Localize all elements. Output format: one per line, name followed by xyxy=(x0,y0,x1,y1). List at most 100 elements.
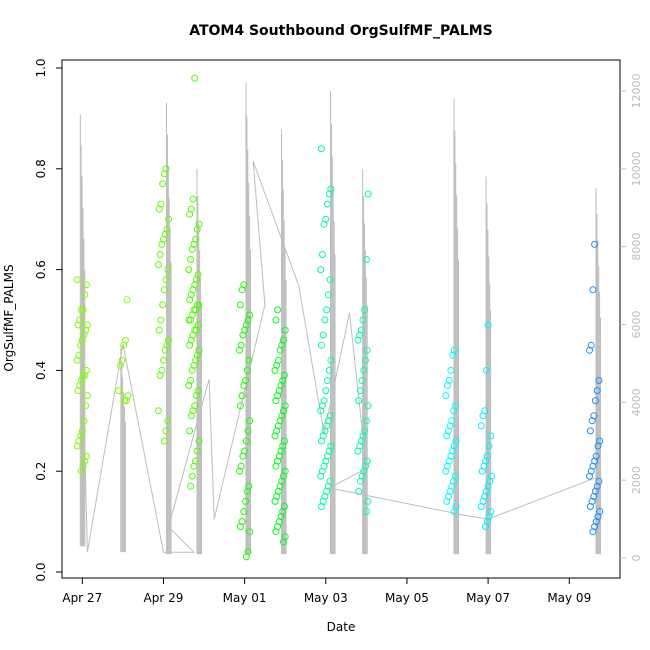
y-tick-label: 0.2 xyxy=(34,462,48,481)
data-point xyxy=(241,326,249,334)
data-point xyxy=(444,462,451,470)
data-point xyxy=(323,306,331,314)
data-point xyxy=(164,417,172,425)
data-point xyxy=(362,417,370,425)
data-point xyxy=(595,477,603,485)
data-point xyxy=(83,281,90,289)
x-tick-label: May 09 xyxy=(547,591,591,605)
data-point xyxy=(272,397,280,405)
data-point xyxy=(595,377,603,384)
data-point xyxy=(281,467,289,475)
data-point xyxy=(447,452,455,460)
y2-tick-label: 12000 xyxy=(630,74,643,109)
data-point xyxy=(360,366,368,374)
data-point xyxy=(160,170,168,178)
data-point xyxy=(279,442,287,450)
data-point xyxy=(193,351,201,359)
data-point xyxy=(242,377,249,384)
y2-tick-label: 2000 xyxy=(630,466,643,494)
data-point xyxy=(187,377,194,384)
data-point xyxy=(73,442,81,450)
data-point xyxy=(274,487,282,495)
data-point xyxy=(154,261,162,269)
data-point xyxy=(157,316,165,324)
data-point xyxy=(83,452,90,460)
data-point xyxy=(278,477,286,485)
data-point xyxy=(186,427,194,435)
data-point xyxy=(160,437,168,445)
data-point xyxy=(450,442,458,450)
data-point xyxy=(237,462,245,470)
data-point xyxy=(279,377,287,384)
data-point xyxy=(242,437,250,445)
data-point xyxy=(357,326,365,334)
data-point xyxy=(485,513,493,521)
x-tick-label: Apr 29 xyxy=(144,591,184,605)
data-point xyxy=(116,361,124,369)
data-point xyxy=(156,371,164,379)
data-point xyxy=(325,190,333,198)
y-tick-label: 0.0 xyxy=(34,562,48,581)
data-point xyxy=(164,266,172,274)
data-point xyxy=(276,417,284,425)
data-point xyxy=(123,296,131,304)
data-point xyxy=(185,266,193,274)
data-point xyxy=(77,341,85,349)
data-point xyxy=(238,392,246,400)
data-point xyxy=(320,462,328,470)
data-point xyxy=(452,503,460,510)
data-point xyxy=(447,366,455,374)
data-point xyxy=(246,311,254,319)
data-point xyxy=(75,437,83,445)
data-point xyxy=(162,165,170,173)
data-point xyxy=(588,417,596,425)
data-point xyxy=(163,341,171,349)
data-point xyxy=(358,377,366,384)
data-point xyxy=(321,492,329,500)
data-point xyxy=(280,538,287,546)
data-point xyxy=(277,513,285,521)
data-point xyxy=(359,316,367,324)
data-point xyxy=(318,251,326,258)
data-point xyxy=(482,366,490,374)
data-point xyxy=(246,417,254,425)
data-point xyxy=(586,346,593,354)
data-point xyxy=(482,487,490,495)
data-point xyxy=(327,185,335,193)
data-point xyxy=(596,437,604,445)
data-point xyxy=(278,412,286,420)
data-point xyxy=(479,412,487,420)
data-point xyxy=(281,326,289,334)
data-point xyxy=(446,487,454,495)
data-point xyxy=(326,477,334,485)
data-point xyxy=(165,336,173,344)
data-point xyxy=(354,336,362,344)
scatter-series xyxy=(73,74,604,561)
y2-tick-label: 10000 xyxy=(630,151,643,186)
data-point xyxy=(356,442,364,450)
data-point xyxy=(188,472,196,480)
data-point xyxy=(161,346,169,354)
data-point xyxy=(158,366,166,374)
data-point xyxy=(589,528,597,536)
data-point xyxy=(324,200,331,208)
data-point xyxy=(321,427,329,435)
data-point xyxy=(163,225,171,233)
data-point xyxy=(73,356,81,364)
data-point xyxy=(592,452,600,460)
data-point xyxy=(486,477,494,485)
y-tick-label: 0.6 xyxy=(34,260,48,279)
y-axis-label: OrgSulfMF_PALMS xyxy=(2,264,16,371)
data-point xyxy=(155,326,163,334)
data-point xyxy=(317,472,325,480)
data-point xyxy=(189,286,197,294)
data-point xyxy=(362,508,370,515)
data-point xyxy=(326,412,334,420)
data-point xyxy=(236,523,244,531)
data-point xyxy=(360,467,368,475)
data-point xyxy=(191,326,199,334)
data-point xyxy=(318,341,325,349)
data-point xyxy=(485,442,493,450)
data-point xyxy=(445,377,453,384)
